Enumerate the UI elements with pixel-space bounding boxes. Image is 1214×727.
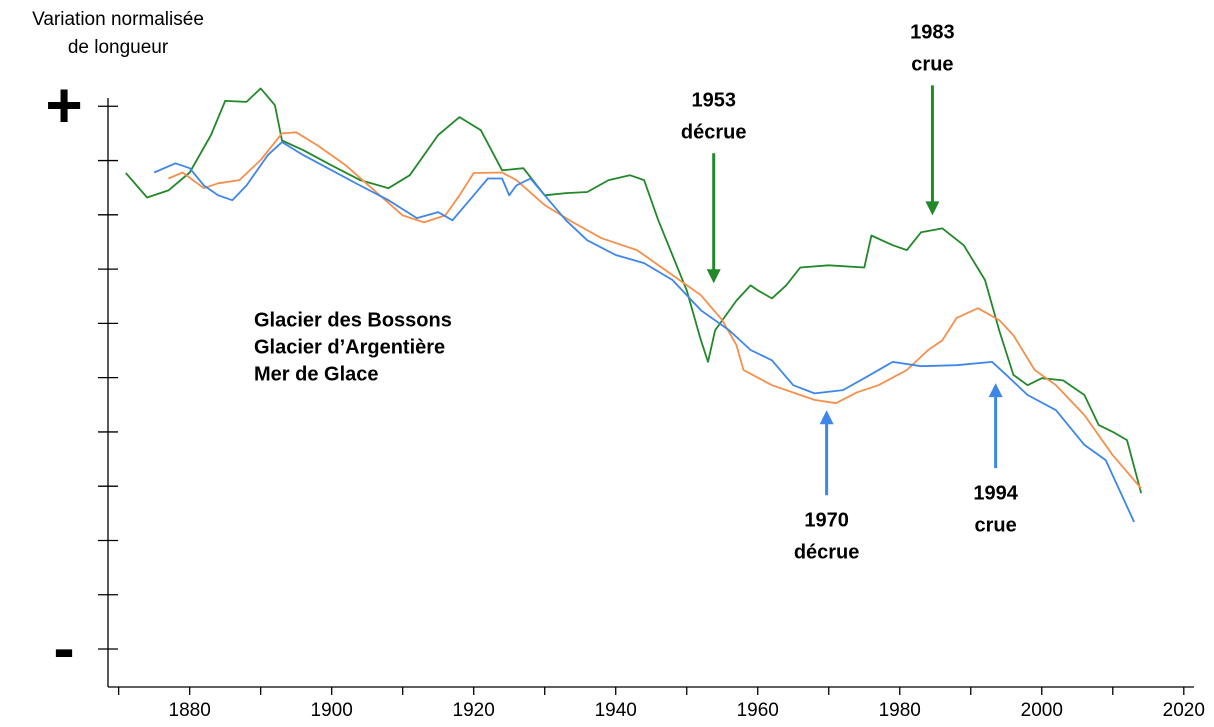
series-line — [153, 141, 1135, 523]
annotation-text: crue — [911, 54, 953, 76]
annotation-arrowhead — [925, 201, 940, 216]
y-tick-label: + — [45, 69, 82, 141]
annotation-text: décrue — [794, 541, 860, 563]
annotation-text: décrue — [681, 121, 747, 143]
annotation-arrowhead — [706, 269, 721, 284]
legend-entry: Glacier des Bossons — [254, 309, 452, 331]
x-tick-label: 2020 — [1163, 700, 1205, 721]
series-line — [168, 131, 1142, 489]
legend-entry: Glacier d’Argentière — [254, 336, 445, 358]
annotation-arrowhead — [819, 410, 834, 425]
x-tick-label: 1900 — [311, 700, 353, 721]
x-tick-label: 1980 — [879, 700, 921, 721]
series-line — [125, 87, 1143, 494]
annotation-arrowhead — [988, 383, 1003, 398]
annotation-text: 1970 — [804, 509, 849, 531]
y-axis-label: Variation normalisée — [32, 9, 204, 30]
annotation-text: 1983 — [910, 22, 955, 44]
x-tick-label: 1880 — [169, 700, 211, 721]
x-tick-label: 1940 — [595, 700, 637, 721]
x-tick-label: 1960 — [737, 700, 779, 721]
x-tick-label: 2000 — [1021, 700, 1063, 721]
annotation-text: 1953 — [691, 89, 736, 111]
y-tick-label: - — [53, 612, 74, 684]
annotation-text: 1994 — [973, 482, 1018, 504]
y-axis-label: de longueur — [68, 37, 169, 58]
legend-entry: Mer de Glace — [254, 363, 379, 385]
annotation-text: crue — [974, 514, 1016, 536]
x-tick-label: 1920 — [453, 700, 495, 721]
